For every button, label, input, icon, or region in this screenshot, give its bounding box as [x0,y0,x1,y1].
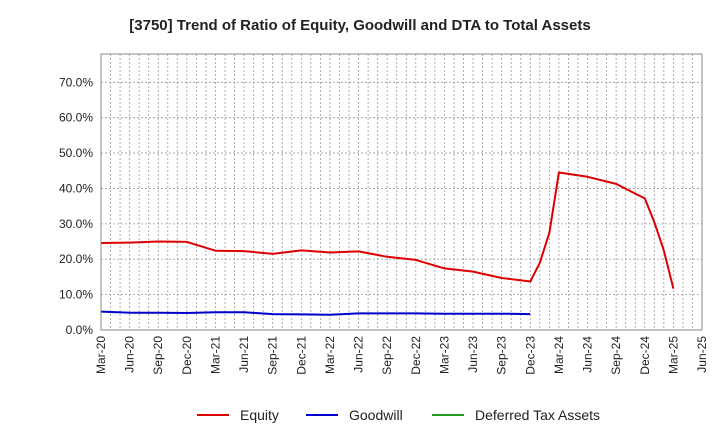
x-tick-label: Dec-23 [523,336,537,375]
x-axis: Mar-20 Jun-20 Sep-20 Dec-20 Mar-21 Jun-21 Sep-… [94,336,709,375]
x-tick-label: Mar-23 [437,336,451,374]
x-tick-label: Dec-24 [638,336,652,375]
y-tick-label: 50.0% [59,146,93,160]
x-tick-label: Mar-20 [94,336,108,374]
plot-frame [100,53,703,331]
x-tick-label: Jun-21 [237,336,251,373]
x-tick-label: Jun-25 [695,336,709,373]
x-tick-label: Sep-23 [495,336,509,375]
x-tick-label: Sep-20 [151,336,165,375]
y-tick-label: 10.0% [59,288,93,302]
x-tick-label: Sep-21 [266,336,280,375]
x-tick-label: Jun-20 [123,336,137,373]
legend-label-deferred-tax-assets: Deferred Tax Assets [475,407,600,423]
x-tick-label: Dec-21 [294,336,308,375]
x-tick-label: Sep-22 [380,336,394,375]
x-tick-label: Mar-25 [666,336,680,374]
series-line-goodwill [100,310,531,316]
x-tick-label: Dec-20 [180,336,194,375]
grid [101,54,702,330]
x-tick-label: Jun-22 [352,336,366,373]
y-tick-label: 20.0% [59,252,93,266]
y-axis: 0.0% 10.0% 20.0% 30.0% 40.0% 50.0% 60.0% 70.0% [59,75,93,337]
x-tick-label: Jun-24 [581,336,595,373]
x-tick-label: Sep-24 [609,336,623,375]
legend-label-goodwill: Goodwill [349,407,403,423]
legend: Equity Goodwill Deferred Tax Assets [197,407,600,423]
y-tick-label: 40.0% [59,181,93,195]
x-tick-label: Jun-23 [466,336,480,373]
x-tick-label: Mar-22 [323,336,337,374]
series-lines [100,171,675,316]
x-tick-label: Dec-22 [409,336,423,375]
legend-label-equity: Equity [240,407,279,423]
x-tick-label: Mar-24 [552,336,566,374]
series-line-equity [100,171,675,289]
chart-title: [3750] Trend of Ratio of Equity, Goodwil… [129,17,590,34]
y-tick-label: 30.0% [59,217,93,231]
y-tick-label: 60.0% [59,111,93,125]
x-tick-label: Mar-21 [208,336,222,374]
y-tick-label: 70.0% [59,75,93,89]
y-tick-label: 0.0% [66,323,94,337]
